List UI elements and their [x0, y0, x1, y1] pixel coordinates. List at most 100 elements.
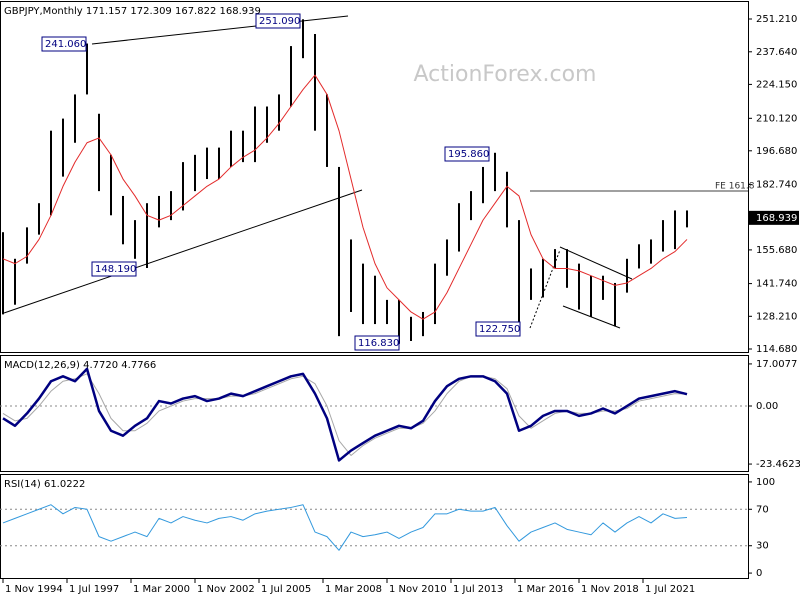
- x-tick-label: 1 Mar 2008: [325, 584, 382, 595]
- y-tick-label: 210.120: [756, 113, 797, 124]
- price-bar: [530, 268, 532, 300]
- annotation: 148.190: [95, 264, 136, 275]
- panel-title: GBPJPY,Monthly 171.157 172.309 167.822 1…: [4, 6, 261, 17]
- price-bar: [350, 239, 352, 312]
- price-bar: [434, 263, 436, 325]
- annotation: 195.860: [448, 149, 489, 160]
- price-bar: [326, 94, 328, 167]
- annotation: 241.060: [45, 39, 86, 50]
- price-bar: [242, 130, 244, 163]
- price-bar: [14, 258, 16, 305]
- price-bar: [650, 239, 652, 264]
- y-tick-label: 30: [756, 541, 769, 552]
- price-bar: [74, 94, 76, 143]
- price-bar: [302, 19, 304, 59]
- annotation-box: [475, 321, 521, 337]
- price-bar: [446, 239, 448, 276]
- y-tick-label: 182.740: [756, 179, 797, 190]
- x-tick-label: 1 Jul 2021: [645, 584, 695, 595]
- y-tick-label: 0.00: [756, 401, 778, 412]
- y-tick-label: 237.640: [756, 47, 797, 58]
- x-tick-label: 1 Jul 2013: [453, 584, 503, 595]
- price-panel: [0, 1, 749, 353]
- x-tick-label: 1 Nov 1994: [5, 584, 63, 595]
- price-bar: [62, 118, 64, 177]
- price-bar: [38, 203, 40, 235]
- y-tick-label: 224.150: [756, 79, 797, 90]
- price-bar: [494, 152, 496, 192]
- y-tick-label: 128.210: [756, 311, 797, 322]
- price-bar: [86, 43, 88, 95]
- trend-line: [3, 189, 363, 314]
- y-tick-label: 100: [756, 477, 775, 488]
- series-line: [2, 504, 688, 551]
- price-bar: [410, 316, 412, 341]
- price-bar: [470, 191, 472, 221]
- price-bar: [122, 195, 124, 245]
- price-bar: [26, 227, 28, 264]
- y-tick-label: 141.740: [756, 279, 797, 290]
- annotation-box: [444, 146, 490, 162]
- y-tick-label: 155.680: [756, 245, 797, 256]
- price-bar: [638, 244, 640, 269]
- annotation: 116.830: [358, 338, 399, 349]
- fe-label: FE 161.8: [715, 182, 755, 192]
- price-bar: [422, 311, 424, 337]
- price-bar: [662, 220, 664, 252]
- trend-line: [562, 305, 621, 329]
- series-line: [2, 74, 688, 320]
- x-tick-label: 1 Mar 2016: [517, 584, 574, 595]
- x-tick-label: 1 Jul 1997: [69, 584, 119, 595]
- x-tick-label: 1 Jul 2005: [261, 584, 311, 595]
- y-tick-label: 70: [756, 504, 769, 515]
- price-bar: [578, 263, 580, 310]
- panel-title: RSI(14) 61.0222: [4, 479, 85, 490]
- annotation: 251.090: [259, 16, 300, 27]
- price-bar: [290, 46, 292, 107]
- price-bar: [338, 166, 340, 337]
- price-bar: [134, 220, 136, 259]
- price-bar: [146, 203, 148, 269]
- annotation-box: [91, 261, 137, 277]
- price-bar: [206, 147, 208, 180]
- price-bar: [590, 275, 592, 317]
- price-bar: [554, 249, 556, 269]
- watermark: ActionForex.com: [414, 62, 597, 87]
- price-bar: [50, 130, 52, 216]
- price-bar: [230, 130, 232, 167]
- price-bar: [278, 94, 280, 131]
- price-bar: [374, 275, 376, 325]
- price-bar: [686, 210, 688, 228]
- macd-panel: [0, 355, 749, 472]
- price-bar: [182, 162, 184, 211]
- price-bar: [170, 191, 172, 221]
- annotation-box: [255, 13, 301, 29]
- y-tick-label: -23.4623: [756, 459, 800, 470]
- price-bar: [110, 154, 112, 216]
- price-bar: [506, 171, 508, 228]
- annotation-box: [354, 335, 400, 351]
- price-marker-label: 168.939: [756, 213, 797, 224]
- y-tick-label: 196.680: [756, 146, 797, 157]
- price-bar: [218, 147, 220, 180]
- trend-line: [559, 246, 633, 280]
- price-bar: [626, 258, 628, 293]
- y-tick-label: 0: [756, 568, 762, 579]
- x-tick-label: 1 Nov 2018: [581, 584, 639, 595]
- x-tick-label: 1 Mar 2000: [133, 584, 190, 595]
- price-bar: [254, 106, 256, 163]
- price-bar: [386, 299, 388, 325]
- price-bar: [482, 166, 484, 204]
- price-bar: [458, 203, 460, 252]
- price-bar: [614, 282, 616, 327]
- price-marker: [749, 210, 799, 225]
- y-tick-label: 114.680: [756, 344, 797, 355]
- price-bar: [602, 275, 604, 300]
- price-bar: [158, 195, 160, 228]
- price-bar: [2, 232, 4, 315]
- price-bar: [362, 263, 364, 325]
- price-bar: [398, 299, 400, 344]
- x-tick-label: 1 Nov 2002: [197, 584, 255, 595]
- price-bar: [518, 220, 520, 330]
